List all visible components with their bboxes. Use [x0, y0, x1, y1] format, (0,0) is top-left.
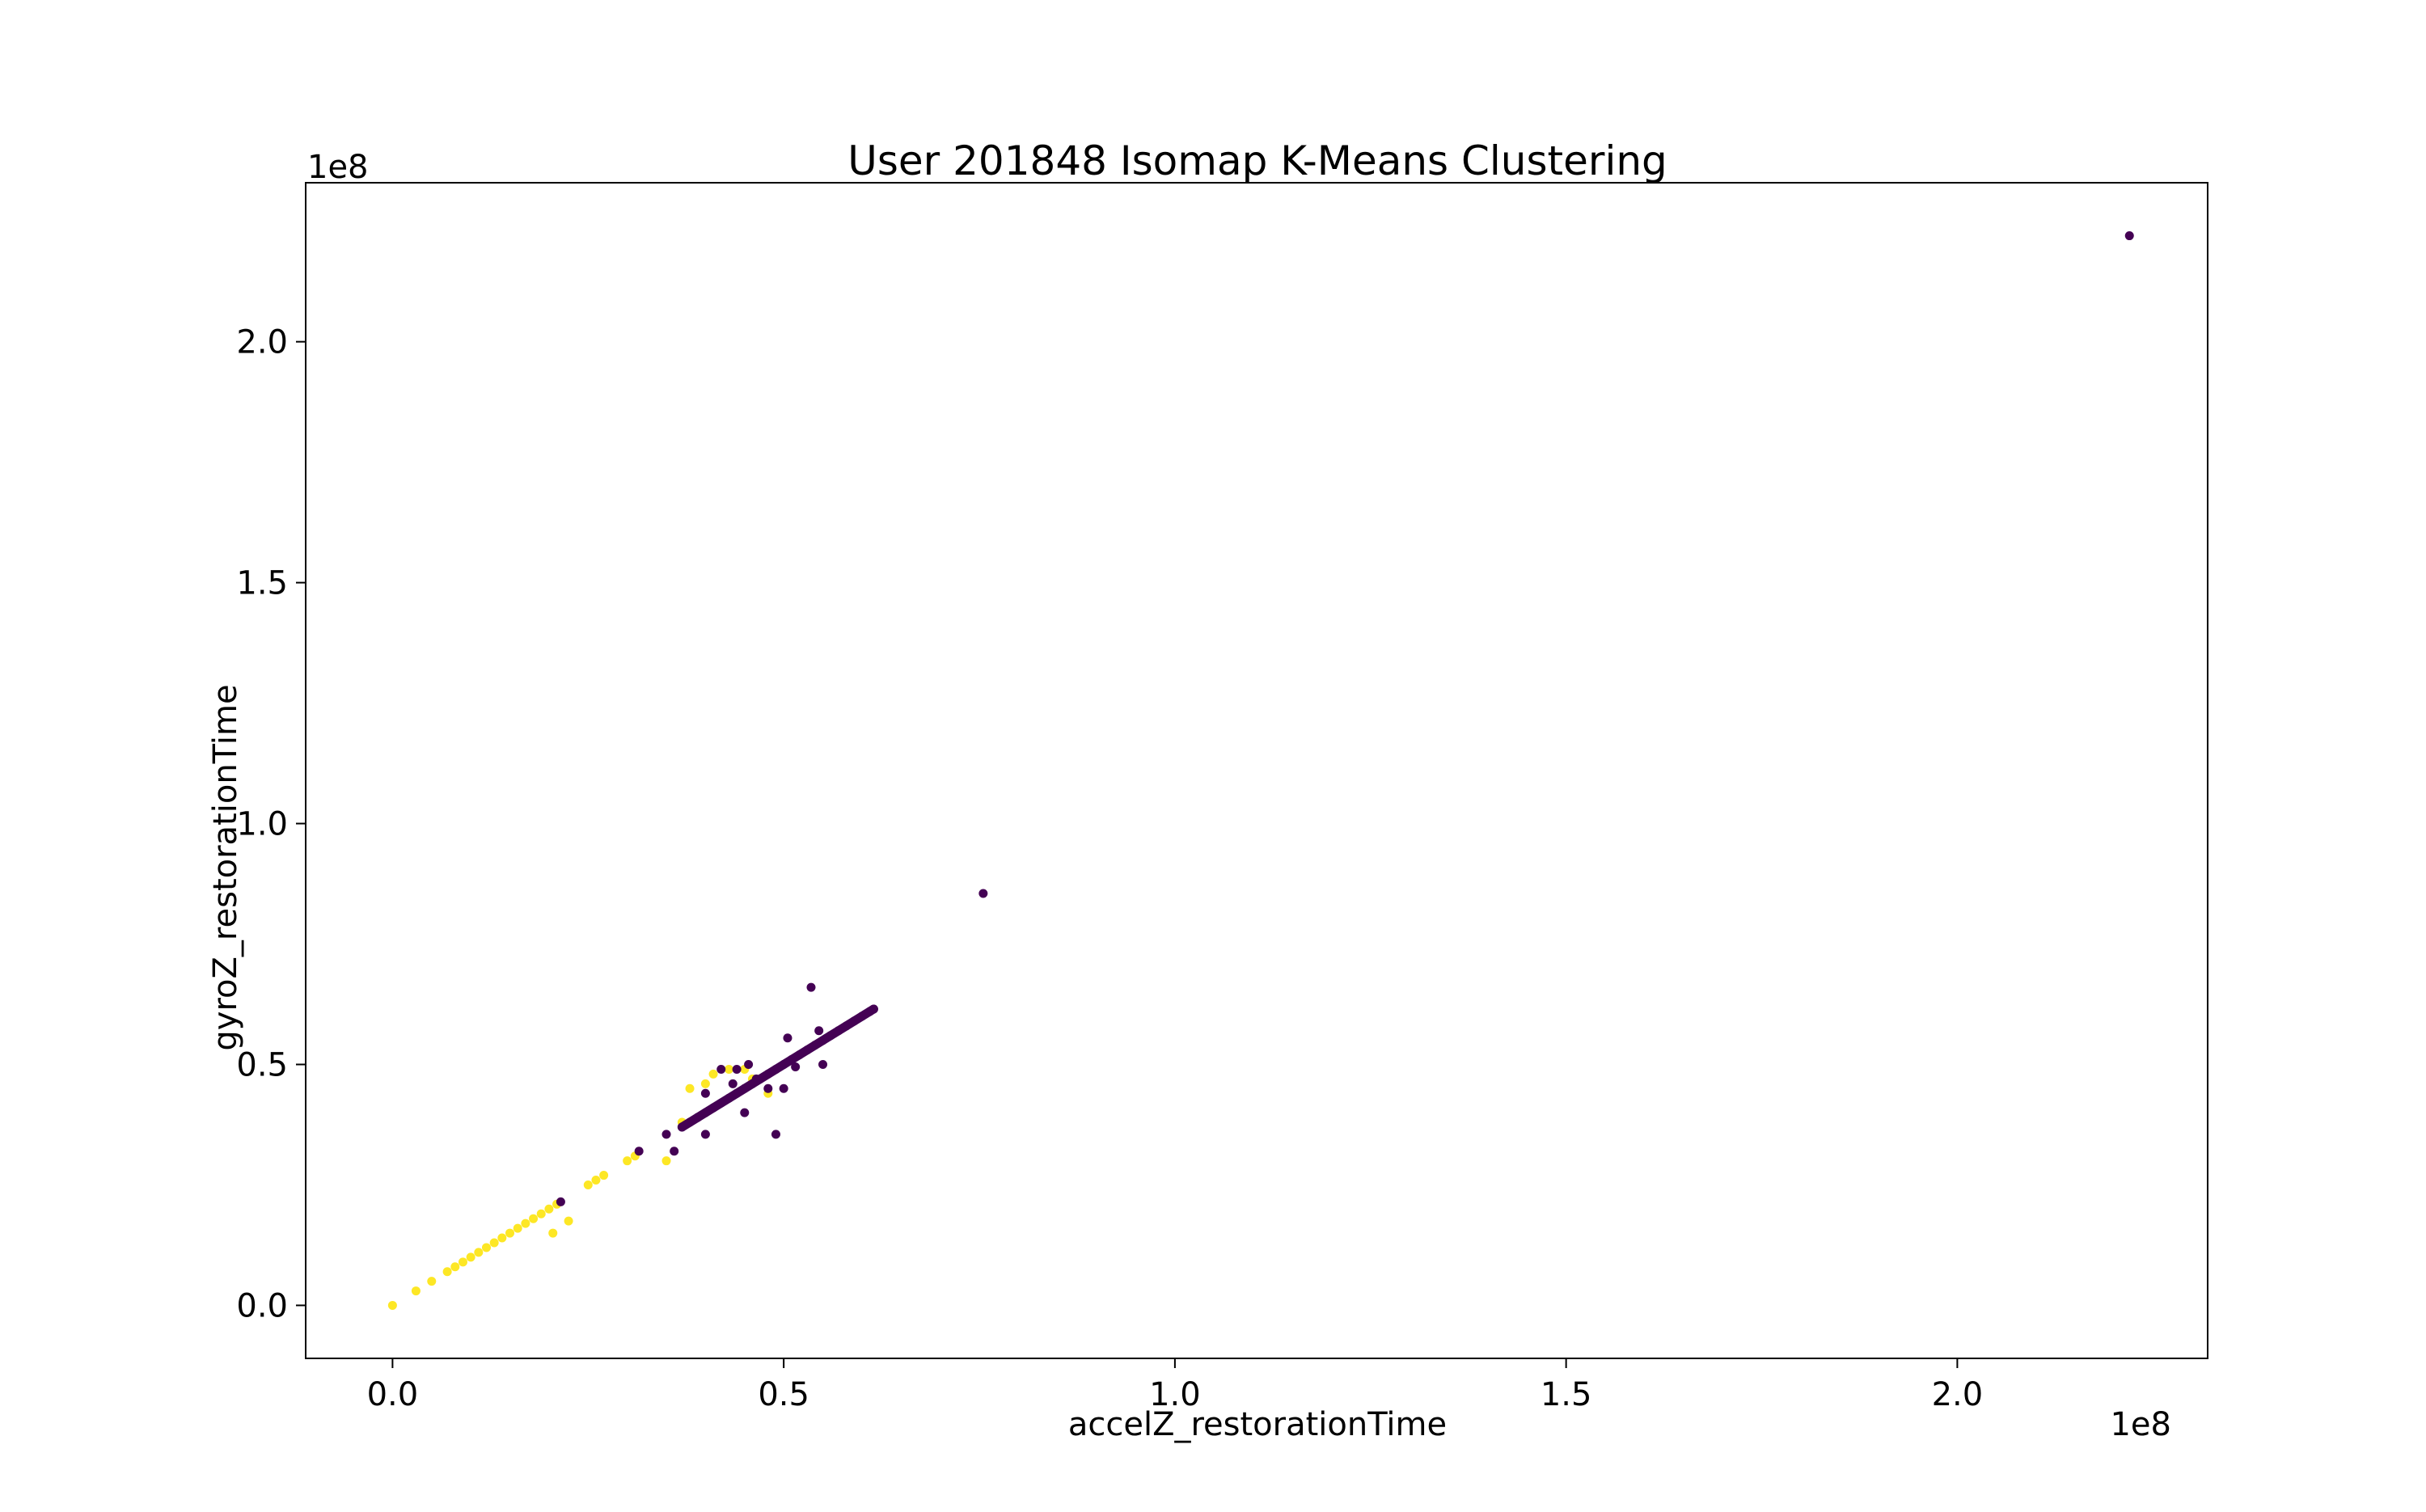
scatter-point-cluster-0: [814, 1026, 824, 1036]
scatter-point-cluster-0: [700, 1088, 710, 1098]
scatter-point-cluster-1: [700, 1079, 710, 1088]
scatter-point-cluster-0: [728, 1079, 738, 1088]
scatter-point-cluster-1: [591, 1176, 601, 1185]
scatter-point-cluster-1: [529, 1214, 539, 1223]
scatter-point-cluster-0: [818, 1060, 828, 1069]
scatter-point-cluster-1: [513, 1223, 522, 1233]
scatter-point-cluster-0: [744, 1060, 754, 1069]
scatter-point-cluster-1: [544, 1204, 554, 1214]
x-tick-label: 0.0: [367, 1376, 419, 1413]
plot-frame: [305, 182, 2208, 1359]
scatter-point-cluster-0: [661, 1130, 671, 1139]
scatter-point-cluster-1: [458, 1257, 467, 1267]
y-tick-label: 1.0: [236, 806, 288, 843]
x-axis-ticks: 0.0 0.5 1.0 1.5 2.0: [367, 1358, 1984, 1413]
scatter-point-cluster-0: [670, 1147, 679, 1156]
scatter-point-cluster-1: [564, 1216, 573, 1226]
x-tick-label: 2.0: [1932, 1376, 1984, 1413]
chart-title: User 201848 Isomap K-Means Clustering: [847, 137, 1667, 184]
scatter-point-cluster-0: [556, 1197, 565, 1206]
dense-point-band-cluster-0: [677, 1004, 878, 1132]
x-axis-label: accelZ_restorationTime: [1068, 1406, 1447, 1443]
scatter-point-cluster-1: [474, 1248, 484, 1257]
scatter-point-cluster-1: [685, 1083, 695, 1093]
scatter-point-cluster-1: [661, 1156, 671, 1166]
scatter-point-cluster-0: [700, 1130, 710, 1139]
scatter-point-cluster-0: [978, 889, 988, 898]
scatter-point-cluster-1: [521, 1218, 530, 1228]
scatter-point-cluster-1: [442, 1267, 452, 1277]
y-tick-label: 0.0: [236, 1287, 288, 1324]
scatter-point-cluster-1: [505, 1228, 515, 1238]
scatter-point-cluster-1: [497, 1233, 507, 1243]
scatter-point-cluster-1: [583, 1180, 593, 1189]
scatter-point-cluster-0: [771, 1130, 780, 1139]
scatter-point-cluster-0: [791, 1062, 801, 1071]
scatter-points: [387, 231, 2134, 1310]
y-axis-label: gyroZ_restorationTime: [207, 684, 244, 1050]
y-tick-label: 1.5: [236, 565, 288, 602]
y-offset-label: 1e8: [307, 149, 369, 186]
scatter-point-cluster-0: [732, 1064, 742, 1074]
scatter-point-cluster-0: [806, 982, 816, 992]
scatter-point-cluster-0: [634, 1147, 644, 1156]
scatter-point-cluster-0: [779, 1083, 788, 1093]
scatter-point-cluster-1: [708, 1069, 718, 1079]
scatter-point-cluster-0: [763, 1083, 773, 1093]
scatter-point-cluster-1: [387, 1300, 397, 1310]
x-tick-label: 1.0: [1149, 1376, 1201, 1413]
scatter-point-cluster-0: [783, 1033, 792, 1043]
scatter-point-cluster-1: [481, 1243, 491, 1252]
y-tick-label: 2.0: [236, 324, 288, 361]
y-tick-label: 0.5: [236, 1047, 288, 1084]
scatter-point-cluster-1: [623, 1156, 632, 1166]
x-tick-label: 1.5: [1541, 1376, 1592, 1413]
scatter-point-cluster-1: [466, 1252, 475, 1262]
scatter-point-cluster-1: [724, 1064, 733, 1074]
scatter-point-cluster-1: [548, 1228, 558, 1238]
scatter-point-cluster-0: [2124, 231, 2134, 241]
x-tick-label: 0.5: [758, 1376, 809, 1413]
scatter-point-cluster-1: [489, 1238, 499, 1248]
scatter-point-cluster-1: [427, 1277, 437, 1286]
scatter-point-cluster-1: [411, 1286, 421, 1296]
scatter-point-cluster-1: [536, 1209, 546, 1218]
x-offset-label: 1e8: [2110, 1406, 2171, 1443]
scatter-point-cluster-1: [599, 1171, 609, 1180]
scatter-point-cluster-1: [450, 1262, 460, 1272]
y-axis-ticks: 0.0 0.5 1.0 1.5 2.0: [236, 324, 306, 1324]
scatter-point-cluster-0: [716, 1064, 726, 1074]
scatter-point-cluster-0: [740, 1108, 750, 1117]
